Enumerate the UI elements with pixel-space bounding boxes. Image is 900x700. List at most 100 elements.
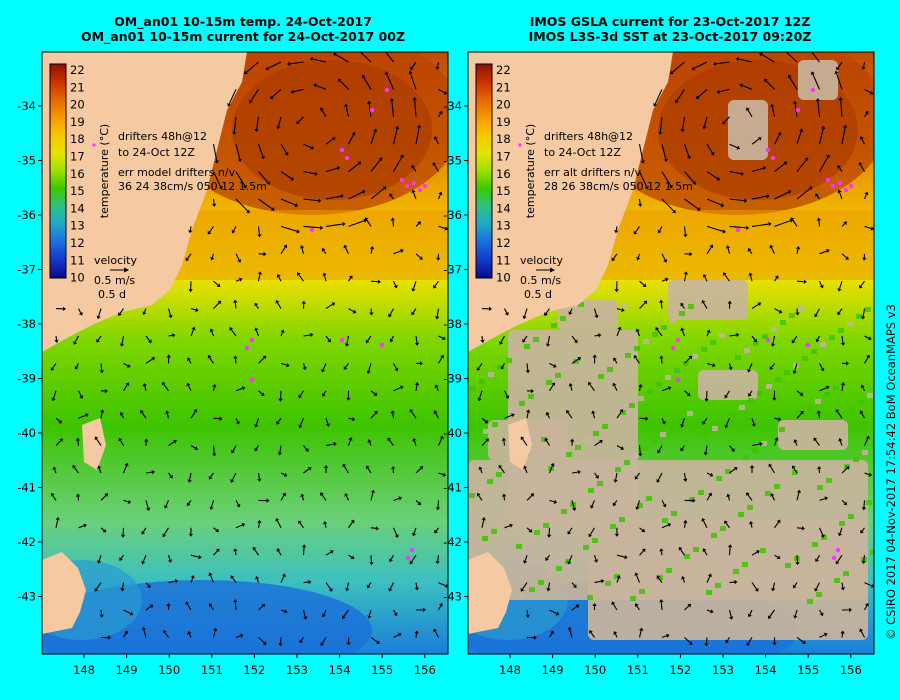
left-mainland (42, 52, 247, 352)
colorbar-tick-label: 15 (496, 184, 511, 198)
colorbar-tick-label: 12 (70, 236, 85, 250)
colorbar-tick-label: 13 (496, 219, 511, 233)
colorbar-tick-label: 20 (496, 98, 511, 112)
colorbar-tick-label: 17 (496, 150, 511, 164)
left-velocity-speed: 0.5 m/s (94, 274, 135, 287)
lon-label: 153 (286, 663, 308, 677)
colorbar-tick-label: 16 (70, 167, 85, 181)
lon-label: 156 (840, 663, 862, 677)
colorbar-tick-label: 11 (70, 253, 85, 267)
left-note-1: drifters 48h@12 (118, 130, 207, 143)
colorbar-tick-label: 22 (70, 63, 85, 77)
right-orange-band (598, 210, 874, 280)
left-colorbar (49, 63, 67, 279)
left-velocity-time: 0.5 d (98, 288, 126, 301)
lat-label: -34 (443, 99, 462, 113)
left-drifter-legend-marker (92, 143, 96, 147)
right-velocity-arrowhead (550, 267, 555, 273)
colorbar-tick-label: 18 (496, 132, 511, 146)
lat-label: -41 (17, 481, 36, 495)
left-panel-title: OM_an01 10-15m temp. 24-Oct-2017 OM_an01… (28, 14, 458, 44)
left-velocity-title: velocity (94, 254, 137, 267)
lon-label: 152 (669, 663, 691, 677)
cloud-mask (468, 60, 874, 640)
colorbar-tick-label: 16 (496, 167, 511, 181)
right-velocity-title: velocity (520, 254, 563, 267)
right-velocity-speed: 0.5 m/s (520, 274, 561, 287)
lat-label: -39 (443, 372, 462, 386)
right-colorbar-label: temperature (°C) (524, 124, 537, 218)
left-title-line-1: OM_an01 10-15m temp. 24-Oct-2017 (114, 14, 372, 29)
colorbar-tick-label: 22 (496, 63, 511, 77)
colorbar-tick-label: 14 (70, 201, 85, 215)
colorbar-tick-label: 11 (496, 253, 511, 267)
colorbar-tick-label: 14 (496, 201, 511, 215)
left-colorbar-label: temperature (°C) (98, 124, 111, 218)
right-frame (467, 51, 875, 655)
colorbar-tick-label: 15 (70, 184, 85, 198)
left-drifter-tracks (244, 87, 428, 561)
right-tasmania (468, 552, 512, 634)
colorbar-tick-label: 10 (496, 271, 511, 285)
lat-label: -37 (443, 263, 462, 277)
lat-label: -43 (443, 590, 462, 604)
lat-label: -38 (443, 317, 462, 331)
lat-label: -41 (443, 481, 462, 495)
colorbar-tick-label: 10 (70, 271, 85, 285)
lat-label: -42 (443, 535, 462, 549)
right-note-3: err alt drifters n/v (544, 166, 641, 179)
right-drifter-legend-marker (518, 143, 522, 147)
colorbar-tick-label: 19 (70, 115, 85, 129)
colorbar-tick-label: 20 (70, 98, 85, 112)
lon-label: 154 (329, 663, 351, 677)
lon-label: 155 (371, 663, 393, 677)
lon-label: 148 (499, 663, 521, 677)
left-current-arrows (50, 52, 448, 647)
colorbar-tick-label: 17 (70, 150, 85, 164)
lon-label: 148 (73, 663, 95, 677)
lon-label: 150 (158, 663, 180, 677)
right-note-4: 28 26 38cm/s 050 12 1.5m (544, 180, 693, 193)
colorbar-tick-label: 19 (496, 115, 511, 129)
right-title-line-2: IMOS L3S-3d SST at 23-Oct-2017 09:20Z (528, 29, 812, 44)
right-mainland (468, 52, 673, 352)
lon-label: 149 (542, 663, 564, 677)
lat-label: -35 (443, 154, 462, 168)
right-panel-title: IMOS GSLA current for 23-Oct-2017 12Z IM… (455, 14, 885, 44)
left-map-panel: -34 -35 -36 -37 -38 -39 -40 -41 -42 -43 148 149 150 1… (17, 51, 449, 677)
left-note-2: to 24-Oct 12Z (118, 146, 195, 159)
right-map-panel: -34 -35 -36 -37 -38 -39 -40 -41 -42 -43 148 149 150 1… (443, 51, 875, 677)
left-title-line-2: OM_an01 10-15m current for 24-Oct-2017 0… (80, 29, 406, 44)
left-tasmania (42, 552, 86, 634)
lat-label: -40 (443, 426, 462, 440)
lat-label: -43 (17, 590, 36, 604)
right-current-arrows (476, 52, 874, 647)
left-warm-eddy-core (232, 60, 432, 200)
colorbar-tick-label: 18 (70, 132, 85, 146)
left-velocity-arrowhead (124, 267, 129, 273)
left-flinders-island (82, 418, 106, 470)
lat-label: -39 (17, 372, 36, 386)
lat-label: -34 (17, 99, 36, 113)
right-note-2: to 24-Oct 12Z (544, 146, 621, 159)
colorbar-tick-label: 21 (70, 80, 85, 94)
left-frame (41, 51, 449, 655)
colorbar-tick-label: 12 (496, 236, 511, 250)
lon-label: 153 (712, 663, 734, 677)
lat-label: -38 (17, 317, 36, 331)
lat-label: -36 (17, 208, 36, 222)
left-note-4: 36 24 38cm/s 050 12 1.5m (118, 180, 267, 193)
right-drifter-tracks (670, 87, 854, 561)
right-colorbar (475, 63, 493, 279)
lon-label: 151 (201, 663, 223, 677)
lat-label: -42 (17, 535, 36, 549)
lon-label: 149 (116, 663, 138, 677)
lat-label: -36 (443, 208, 462, 222)
lon-label: 151 (627, 663, 649, 677)
right-velocity-time: 0.5 d (524, 288, 552, 301)
right-flinders-island (508, 418, 532, 470)
lon-label: 156 (414, 663, 436, 677)
lat-label: -35 (17, 154, 36, 168)
